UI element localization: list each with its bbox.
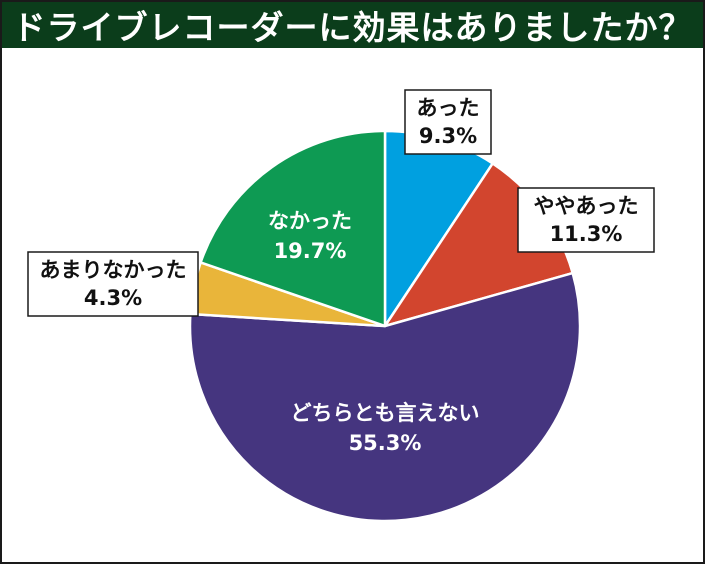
slice-value-label: 11.3%: [550, 222, 623, 246]
slice-label: なかった: [268, 209, 352, 233]
slice-label: あった: [417, 96, 480, 120]
slice-label: ややあった: [534, 194, 639, 218]
slice-label-box: [27, 251, 199, 317]
slice-value-label: 55.3%: [349, 431, 422, 455]
title-bar: ドライブレコーダーに効果はありましたか？: [2, 2, 703, 48]
pie-slice: [199, 129, 387, 328]
pie-slice: [188, 271, 582, 523]
slice-label: どちらとも言えない: [291, 401, 480, 425]
slice-label: あまりなかった: [40, 258, 187, 282]
slice-value-label: 4.3%: [84, 286, 142, 310]
slice-value-label: 19.7%: [274, 239, 347, 263]
chart-title: ドライブレコーダーに効果はありましたか？: [12, 8, 693, 47]
slice-label-box: [517, 187, 655, 253]
slice-label-box: [404, 89, 492, 155]
slice-value-label: 9.3%: [419, 124, 477, 148]
